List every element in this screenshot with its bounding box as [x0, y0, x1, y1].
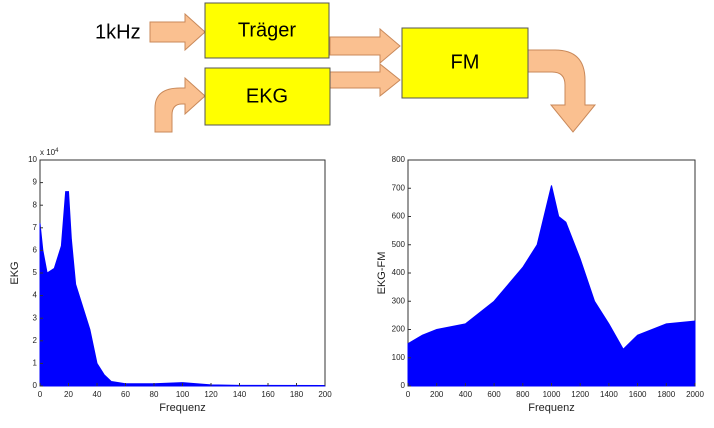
- node-box: [204, 2, 330, 59]
- node-box: [401, 27, 529, 99]
- input-label: 1kHz: [95, 21, 141, 43]
- x-tick-label: 180: [290, 390, 304, 399]
- x-tick-label: 100: [176, 390, 190, 399]
- chart: 0 20 40 60 80 100 120 140 160 180 200 0 1 2 3 4 5 6 7 8 9 10 F…: [9, 148, 332, 414]
- y-tick-label: 0: [401, 381, 406, 390]
- x-tick-label: 60: [121, 390, 130, 399]
- chart: 0 200 400 600 800 1000 1200 1400 1600 1800 2000 0 10…: [376, 155, 705, 414]
- y-tick-label: 6: [33, 246, 38, 255]
- y-tick-label: 400: [392, 268, 406, 277]
- block-diagram: 1kHz Träger EKG FM: [95, 2, 597, 133]
- y-axis-label: EKG-FM: [376, 252, 388, 295]
- x-tick-label: 200: [318, 390, 332, 399]
- y-tick-label: 200: [392, 325, 406, 334]
- x-tick-label: 20: [64, 390, 73, 399]
- y-tick-label: 5: [33, 268, 38, 277]
- y-multiplier: x 104: [40, 148, 59, 158]
- x-tick-label: 2000: [686, 390, 704, 399]
- x-tick-label: 0: [406, 390, 411, 399]
- y-tick-label: 4: [33, 291, 38, 300]
- y-tick-label: 7: [33, 223, 38, 232]
- y-tick-label: 0: [33, 381, 38, 390]
- x-tick-label: 1400: [600, 390, 618, 399]
- node-label: Träger: [238, 19, 297, 41]
- node-label: FM: [451, 51, 480, 73]
- x-tick-label: 120: [204, 390, 218, 399]
- x-tick-label: 40: [93, 390, 102, 399]
- node-label: EKG: [246, 85, 288, 107]
- y-axis-label: EKG: [9, 261, 21, 284]
- arrow: [329, 62, 401, 98]
- x-tick-label: 160: [261, 390, 275, 399]
- multiplier-base: x 10: [40, 148, 56, 157]
- y-tick-label: 800: [392, 155, 406, 164]
- y-tick-label: 1: [33, 359, 38, 368]
- x-tick-label: 800: [516, 390, 530, 399]
- arrow: [154, 76, 206, 133]
- x-tick-label: 1000: [543, 390, 561, 399]
- x-tick-label: 0: [38, 390, 43, 399]
- y-tick-label: 9: [33, 178, 38, 187]
- arrow: [527, 49, 597, 133]
- spectrum-area: [407, 185, 696, 387]
- y-tick-label: 500: [392, 240, 406, 249]
- y-tick-label: 300: [392, 296, 406, 305]
- y-tick-label: 600: [392, 212, 406, 221]
- y-tick-label: 8: [33, 200, 38, 209]
- y-tick-label: 100: [392, 353, 406, 362]
- x-tick-label: 140: [233, 390, 247, 399]
- arrow: [329, 27, 401, 65]
- x-axis-label: Frequenz: [159, 402, 205, 414]
- x-tick-label: 1600: [629, 390, 647, 399]
- y-tick-label: 2: [33, 336, 38, 345]
- x-axis-label: Frequenz: [528, 402, 574, 414]
- node-box: [204, 67, 331, 126]
- x-tick-label: 1200: [571, 390, 589, 399]
- x-tick-label: 400: [459, 390, 473, 399]
- y-tick-label: 700: [392, 183, 406, 192]
- multiplier-exponent: 4: [55, 148, 59, 154]
- arrow: [149, 12, 206, 52]
- y-tick-label: 3: [33, 313, 38, 322]
- y-tick-label: 10: [28, 155, 37, 164]
- x-tick-label: 200: [430, 390, 444, 399]
- x-tick-label: 1800: [657, 390, 675, 399]
- x-tick-label: 600: [487, 390, 501, 399]
- x-tick-label: 80: [150, 390, 159, 399]
